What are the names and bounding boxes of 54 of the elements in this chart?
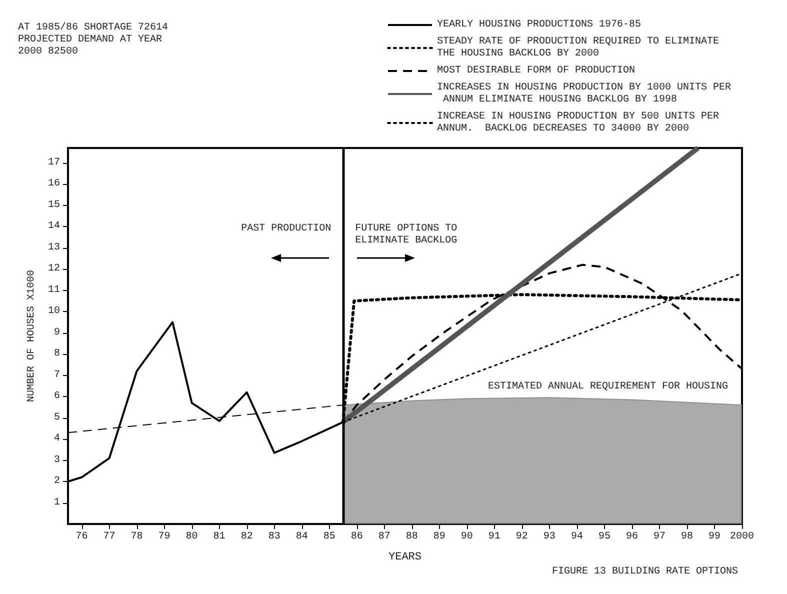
y-tick-label: 9 [54, 327, 60, 338]
x-tick-label: 85 [323, 532, 336, 542]
text: AT 1985/86 SHORTAGE 72614 PROJECTED DEMAND AT YEAR 2000 82500 [18, 22, 174, 58]
y-tick-label: 8 [54, 348, 60, 360]
annotation: ESTIMATED ANNUAL REQUIREMENT FOR HOUSING [488, 382, 728, 393]
legend-label: MOST DESIRABLE FORM OF PRODUCTION [437, 66, 636, 76]
x-tick-label: 84 [296, 532, 308, 542]
y-tick-label: 6 [54, 391, 60, 402]
x-tick-label: 79 [158, 532, 170, 542]
x-tick-label: 82 [240, 532, 253, 542]
y-tick-label: 16 [48, 178, 60, 190]
y-tick-label: 2 [54, 476, 60, 488]
legend-label: YEARLY HOUSING PRODUCTIONS 1976-85 [437, 20, 642, 30]
legend-label: INCREASE IN HOUSING PRODUCTION BY 500 UNITS PER ANNUM. BACKLOG DECREASES TO 34000 BY 2000 [437, 112, 726, 134]
y-tick-label: 17 [48, 157, 60, 168]
y-tick-label: 1 [54, 497, 60, 508]
x-tick-label: 99 [708, 532, 720, 542]
y-tick-label: 7 [54, 370, 60, 381]
y-tick-label: 4 [54, 434, 60, 445]
x-tick-label: 91 [488, 532, 500, 542]
y-tick-label: 12 [48, 264, 60, 275]
x-tick-label: 97 [653, 532, 666, 542]
y-tick-label: 13 [48, 242, 60, 254]
y-tick-label: 11 [48, 284, 60, 296]
x-tick-label: 78 [130, 532, 143, 542]
x-tick-label: 96 [626, 532, 638, 542]
x-tick-label: 90 [460, 532, 473, 542]
x-axis-title: YEARS [388, 552, 422, 564]
x-tick-label: 89 [433, 532, 446, 542]
y-tick-label: 3 [54, 454, 60, 466]
x-tick-label: 80 [186, 532, 198, 542]
y-tick-label: 5 [54, 412, 60, 424]
x-tick-label: 87 [378, 532, 390, 542]
x-tick-label: 92 [516, 532, 528, 542]
caption: FIGURE 13 BUILDING RATE OPTIONS [552, 566, 738, 578]
x-tick-label: 76 [76, 532, 88, 542]
annotation: PAST PRODUCTION [241, 224, 332, 235]
x-tick-label: 83 [268, 532, 280, 542]
x-tick-label: 94 [570, 532, 583, 542]
x-tick-label: 95 [598, 532, 610, 542]
x-tick-label: 81 [213, 532, 226, 542]
y-tick-label: 15 [48, 200, 60, 211]
x-tick-label: 77 [103, 532, 116, 542]
legend-label: INCREASES IN HOUSING PRODUCTION BY 1000 UNITS PER ANNUM ELIMINATE HOUSING BACKLOG BY 1998 [437, 82, 732, 106]
y-tick-label: 14 [48, 221, 60, 232]
x-tick-label: 88 [406, 532, 418, 542]
legend-label: STEADY RATE OF PRODUCTION REQUIRED TO ELIMINATE THE HOUSING BACKLOG BY 2000 [437, 36, 726, 60]
annotation: FUTURE OPTIONS TO ELIMINATE BACKLOG [355, 224, 464, 247]
x-tick-label: 98 [680, 532, 693, 542]
x-tick-label: 93 [543, 532, 556, 542]
x-tick-label: 86 [350, 532, 363, 542]
y-tick-label: 10 [48, 306, 60, 318]
x-tick-label: 2000 [730, 532, 754, 542]
y-axis-title: NUMBER OF HOUSES X1000 [26, 270, 38, 402]
